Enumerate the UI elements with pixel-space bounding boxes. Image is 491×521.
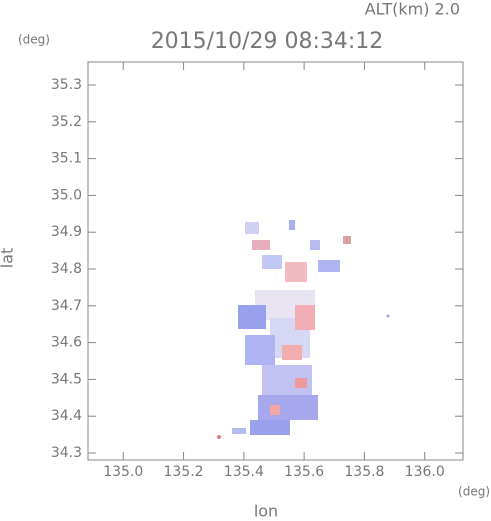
subtitle: ALT(km) 2.0: [365, 0, 460, 19]
y-tick-label: 35.1: [51, 151, 82, 167]
x-tick-label: 136.0: [405, 464, 445, 480]
y-tick-label: 35.2: [51, 114, 82, 130]
y-tick-label: 35.3: [51, 77, 82, 93]
y-tick-label: 35.0: [51, 187, 82, 203]
x-axis-label: lon: [254, 502, 278, 521]
y-unit: (deg): [18, 33, 50, 47]
y-axis-label: lat: [0, 248, 17, 269]
plot-frame: [87, 61, 464, 461]
y-tick-label: 34.5: [51, 371, 82, 387]
x-tick-label: 135.6: [284, 464, 324, 480]
y-tick-label: 34.7: [51, 298, 82, 314]
y-tick-label: 34.4: [51, 408, 82, 424]
y-tick-label: 34.3: [51, 445, 82, 461]
x-tick-label: 135.0: [103, 464, 143, 480]
x-tick-label: 135.8: [344, 464, 384, 480]
y-tick-label: 34.8: [51, 261, 82, 277]
y-tick-label: 34.6: [51, 335, 82, 351]
y-tick-label: 34.9: [51, 224, 82, 240]
x-unit: (deg): [458, 485, 490, 499]
chart-title: 2015/10/29 08:34:12: [151, 29, 384, 54]
radar-echoes: [217, 220, 390, 439]
x-tick-label: 135.2: [164, 464, 204, 480]
x-tick-label: 135.4: [224, 464, 264, 480]
